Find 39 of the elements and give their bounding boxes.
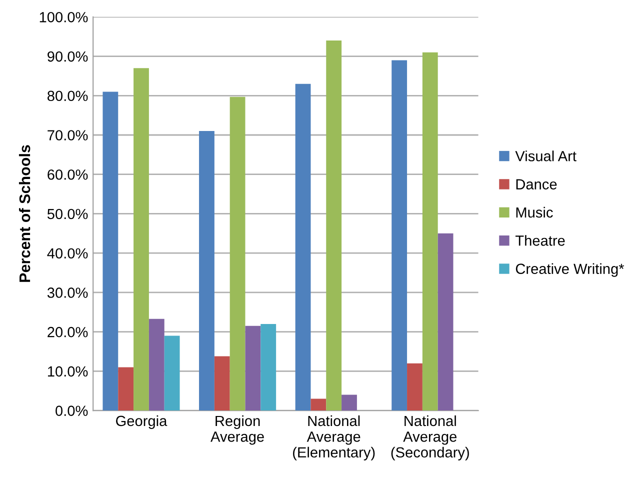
bar	[118, 367, 134, 411]
y-tick-label: 70.0%	[48, 130, 88, 140]
legend-label: Dance	[516, 179, 557, 190]
bar	[164, 336, 180, 411]
x-tick-label: Georgia	[116, 415, 168, 430]
bar	[326, 40, 342, 411]
y-tick-label: 40.0%	[47, 248, 88, 259]
y-tick-label: 60.0%	[48, 169, 88, 180]
bar	[214, 356, 230, 411]
y-tick-label: 20.0%	[48, 326, 88, 338]
bar	[392, 60, 408, 411]
y-tick-label: 100.0%	[40, 12, 88, 22]
bar	[260, 324, 276, 411]
legend-label: Music	[516, 206, 553, 218]
bar	[422, 52, 438, 411]
bar	[295, 84, 311, 411]
y-axis-title: Percent of Schools	[18, 145, 30, 282]
bar	[342, 394, 357, 411]
x-tick-label: National Average (Secondary)	[391, 415, 469, 460]
y-tick-label: 80.0%	[48, 90, 88, 102]
bar	[148, 318, 164, 411]
x-tick-label: National Average (Elementary)	[293, 415, 375, 460]
y-tick-label: 90.0%	[48, 51, 88, 62]
bar	[134, 68, 149, 411]
bar	[407, 363, 422, 411]
legend-label: Visual Art	[515, 150, 576, 162]
bar	[245, 326, 261, 411]
bar	[230, 96, 246, 411]
y-tick-label: 10.0%	[48, 366, 88, 377]
y-tick-label: 50.0%	[47, 208, 88, 220]
bar	[199, 131, 214, 411]
x-tick-label: Region Average	[210, 415, 264, 445]
bar	[438, 233, 454, 411]
bar	[102, 92, 118, 411]
bar	[310, 398, 326, 411]
y-tick-label: 30.0%	[47, 288, 88, 298]
legend-label: Creative Writing*	[516, 263, 624, 277]
legend-label: Theatre	[515, 235, 565, 246]
y-tick-label: 0.0%	[56, 406, 88, 416]
